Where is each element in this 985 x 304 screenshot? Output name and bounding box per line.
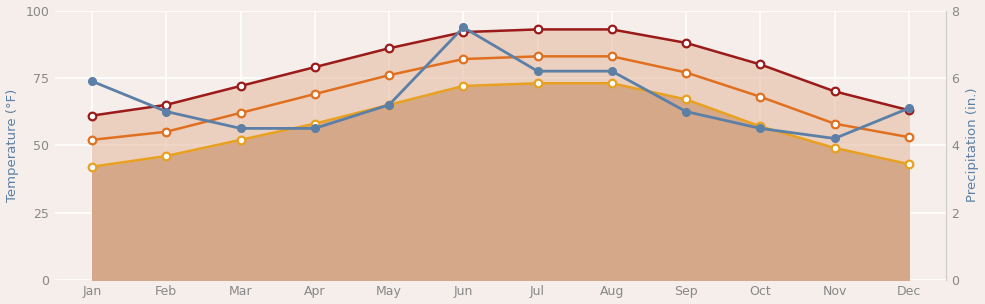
Y-axis label: Precipitation (in.): Precipitation (in.) xyxy=(966,88,979,202)
Y-axis label: Temperature (°F): Temperature (°F) xyxy=(6,88,19,202)
